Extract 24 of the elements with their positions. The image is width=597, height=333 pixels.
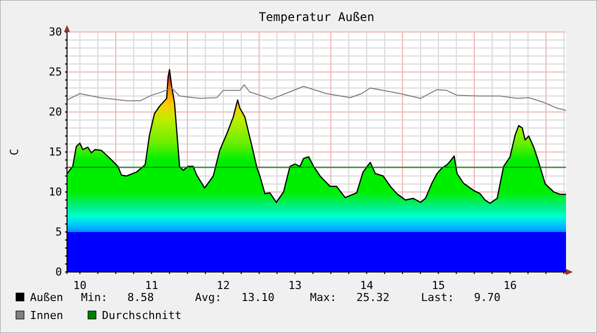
chart-title: Temperatur Außen [258,10,374,24]
x-tick-label: 11 [144,279,158,292]
y-tick-label: 25 [48,66,62,79]
legend-label: Außen [30,291,64,304]
x-tick-label: 14 [360,279,374,292]
text: Max: 25.32 [310,291,390,304]
legend-label: Innen [30,309,64,322]
x-tick-label: 13 [288,279,302,292]
line-series [66,84,566,111]
y-tick-label: 0 [55,266,62,279]
text: Avg: 13.10 [195,291,274,304]
x-tick-label: 12 [216,279,230,292]
y-tick-label: 15 [48,146,62,159]
text: Last: 9.70 [421,291,500,304]
y-tick-label: 5 [55,226,62,239]
y-tick-label: 10 [48,186,62,199]
text: Min: 8.58 [81,291,154,304]
x-tick-label: 16 [503,279,517,292]
legend-label: Durchschnitt [102,309,182,322]
x-tick-label: 15 [432,279,446,292]
x-tick-label: 10 [73,279,87,292]
y-tick-label: 30 [48,26,62,39]
y-tick-label: 20 [48,106,62,119]
y-axis-title: C [8,148,21,156]
